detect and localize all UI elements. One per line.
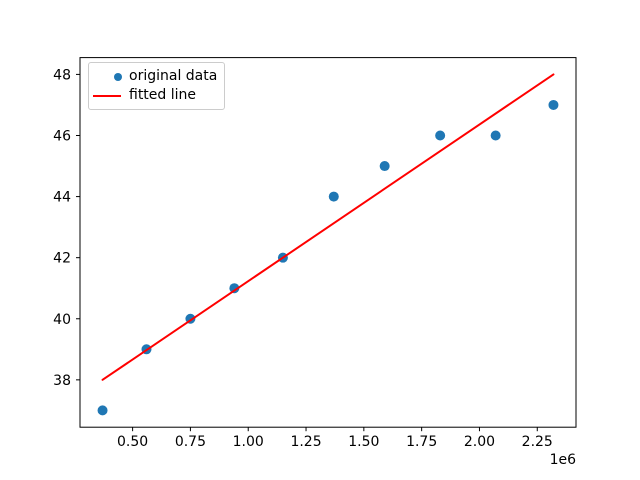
y-tick-label: 44 [53, 190, 71, 206]
line-marker-icon [93, 94, 121, 97]
scatter-point [548, 99, 559, 110]
x-tick-label: 0.50 [117, 434, 148, 450]
x-axis-offset-label: 1e6 [550, 452, 577, 468]
x-tick-label: 1.00 [233, 434, 264, 450]
scatter-point [435, 130, 446, 141]
axes-border [79, 57, 577, 428]
scatter-marker-icon [114, 72, 122, 81]
legend-handle [89, 94, 129, 97]
legend-handle [89, 72, 129, 81]
y-tick-label: 38 [53, 373, 71, 389]
y-tick-label: 48 [53, 67, 71, 83]
y-tick-label: 42 [53, 251, 71, 267]
fitted-line [101, 73, 555, 381]
x-tick-label: 1.50 [348, 434, 379, 450]
x-tick-label: 0.75 [175, 434, 206, 450]
y-tick-label: 46 [53, 128, 71, 144]
scatter-point [97, 405, 108, 416]
x-tick-label: 1.75 [406, 434, 437, 450]
legend-label-original-data: original data [129, 68, 218, 84]
x-tick-label: 1.25 [290, 434, 321, 450]
scatter-point [490, 130, 501, 141]
legend-entry-original-data: original data [89, 68, 224, 85]
scatter-point [379, 161, 390, 172]
y-tick-label: 40 [53, 312, 71, 328]
legend-label-fitted-line: fitted line [129, 87, 197, 103]
legend: original data fitted line [88, 62, 225, 110]
legend-entry-fitted-line: fitted line [89, 87, 224, 104]
scatter-point [328, 191, 339, 202]
x-tick-label: 2.25 [522, 434, 553, 450]
x-tick-label: 2.00 [464, 434, 495, 450]
scatter-point [229, 283, 240, 294]
